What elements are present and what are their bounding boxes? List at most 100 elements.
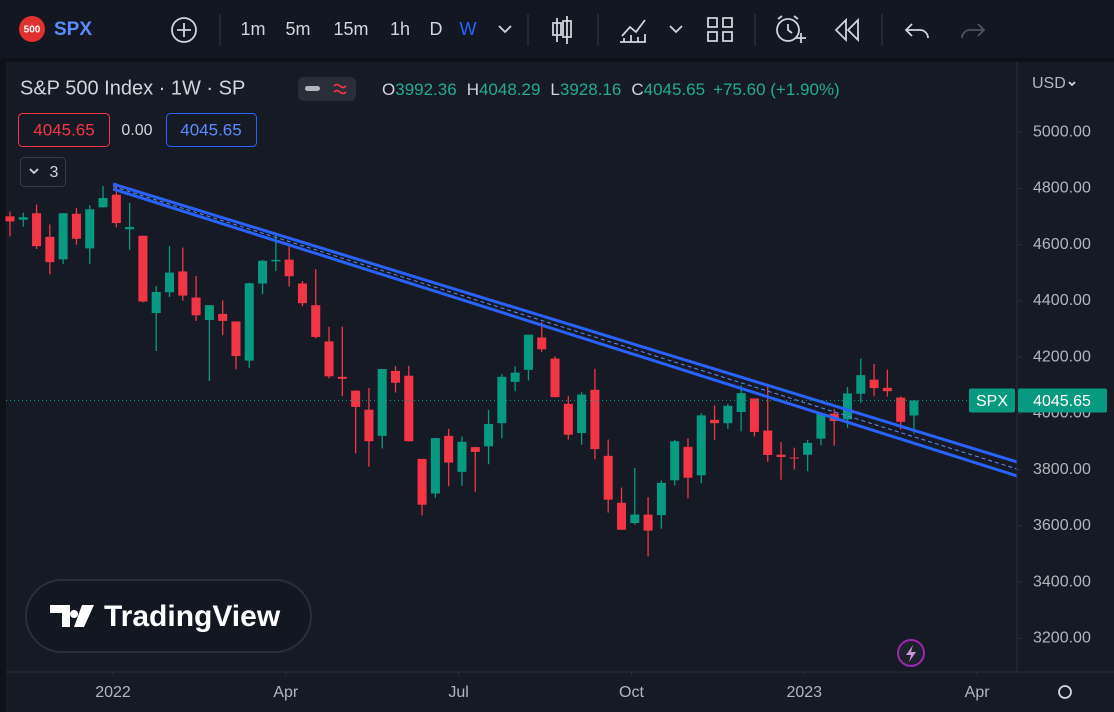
ohlc-label: C (631, 80, 643, 99)
candle-body (337, 376, 347, 379)
candle-body (630, 514, 640, 524)
candle-body (164, 272, 175, 293)
candle-body (803, 442, 813, 455)
x-tick-label: Oct (619, 684, 644, 701)
candle-body (271, 259, 281, 262)
candle-body (537, 337, 547, 350)
candle-body (457, 441, 467, 472)
interval[interactable]: 1m (240, 19, 265, 39)
interval-active[interactable]: W (460, 19, 477, 39)
add-icon (177, 23, 191, 37)
candle-body (364, 409, 374, 442)
candle-body (723, 405, 733, 424)
chevron (1068, 81, 1076, 87)
candle-body (603, 455, 613, 500)
candle-body (45, 236, 55, 263)
candle-body (111, 194, 121, 224)
candle-body (284, 259, 294, 277)
candle-body (5, 216, 15, 222)
buy-box[interactable] (166, 113, 257, 147)
watermark-box[interactable] (25, 579, 312, 653)
undo-icon[interactable] (904, 23, 929, 39)
trend-line[interactable] (112, 187, 1018, 478)
candle-body (789, 457, 799, 459)
candle-body (244, 283, 254, 361)
watermark-text: TradingView (104, 600, 281, 633)
interval[interactable]: 5m (285, 19, 310, 39)
candle-body (138, 235, 148, 302)
candle-body (523, 334, 533, 370)
interval[interactable]: 1h (390, 19, 410, 39)
candle-body (98, 198, 108, 208)
candle-body (497, 376, 507, 424)
ohlc-value: 4045.65 (644, 80, 705, 99)
flash-icon (906, 645, 916, 662)
candle-body (842, 393, 853, 420)
candle-body (656, 482, 666, 516)
trend-line[interactable] (112, 182, 1018, 464)
candle-body (218, 313, 228, 321)
candle-body (577, 394, 587, 434)
currency[interactable]: USD (1032, 75, 1066, 92)
x-tick-label: Apr (273, 684, 299, 701)
spread: 0.00 (121, 122, 152, 139)
toggle-icon (305, 86, 320, 91)
candle-body (869, 379, 879, 389)
price-tag-text: 4045.65 (1033, 393, 1091, 410)
candle-body (856, 375, 866, 394)
ohlc-change: +75.60 (+1.90%) (713, 80, 840, 99)
candle-body (776, 454, 786, 457)
ohlc-value: 3928.16 (560, 80, 621, 99)
symbol-tag (969, 388, 1015, 413)
trend-mid (112, 186, 1018, 470)
ohlc-value: 4048.29 (479, 80, 540, 99)
symbol-tag-text: SPX (976, 393, 1008, 410)
y-tick-label: 5000.00 (1033, 123, 1091, 140)
candle-body (390, 370, 401, 383)
candle-body (510, 372, 520, 382)
symbol-badge[interactable] (19, 16, 45, 42)
ohlc-label: H (467, 80, 479, 99)
candles-icon[interactable] (552, 16, 572, 44)
candle-body (311, 305, 321, 337)
candle-body (404, 375, 414, 442)
interval[interactable]: 15m (333, 19, 368, 39)
legend-toggle[interactable] (298, 77, 356, 101)
legend-title: S&P 500 Index · 1W · SP (20, 77, 245, 99)
candle-body (258, 260, 268, 284)
y-tick-label: 4600.00 (1033, 236, 1091, 253)
candle-body (736, 393, 746, 412)
candle-body (616, 502, 627, 530)
candle-body (643, 514, 653, 531)
symbol[interactable]: SPX (54, 19, 92, 40)
layout-icon[interactable] (707, 17, 733, 42)
indicators-toggle[interactable] (20, 157, 66, 187)
candle-body (324, 341, 334, 377)
settings-icon[interactable] (1058, 685, 1072, 699)
candle-body (749, 398, 759, 432)
candle-body (151, 291, 161, 314)
candle-body (297, 283, 307, 304)
candle-body (683, 446, 693, 478)
redo-icon[interactable] (961, 23, 986, 39)
candle-body (125, 227, 135, 230)
alert-icon (777, 15, 806, 43)
candle-body (58, 213, 68, 260)
indicators-icon[interactable] (620, 19, 646, 43)
plot (5, 183, 919, 557)
replay-icon[interactable] (834, 17, 859, 43)
candle-body (470, 447, 480, 452)
alert-icon[interactable] (776, 18, 800, 42)
legend-ohlc: O3992.36 H4048.29 L3928.16 C4045.65 +75.60 (… (382, 80, 840, 99)
candle-body (204, 305, 214, 321)
add-icon[interactable] (171, 17, 197, 43)
interval[interactable]: D (430, 19, 443, 39)
candle-body (32, 213, 42, 247)
chevron[interactable] (498, 25, 512, 34)
sell-box[interactable] (18, 113, 110, 147)
chevron[interactable] (669, 25, 683, 34)
candle-body (444, 435, 454, 463)
y-tick-label: 4400.00 (1033, 292, 1091, 309)
watermark-logo (50, 605, 94, 627)
candle-body (231, 321, 241, 357)
